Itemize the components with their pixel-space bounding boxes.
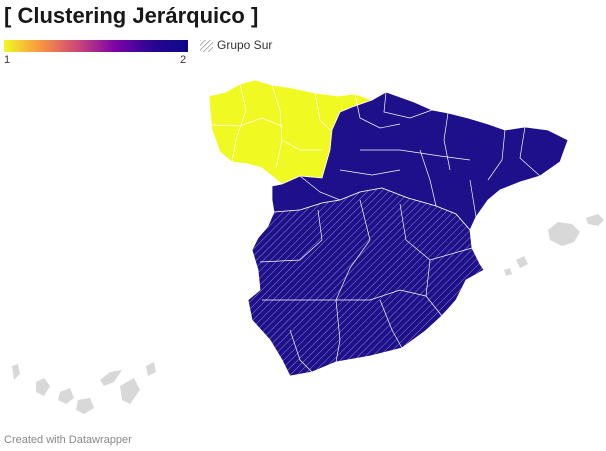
color-legend: 1 2 Grupo Sur (4, 38, 304, 68)
legend-gradient-bar (4, 40, 188, 52)
map-title: [ Clustering Jerárquico ] (4, 3, 259, 28)
province-borders (211, 83, 541, 373)
hatch-legend-label: Grupo Sur (217, 38, 273, 52)
attribution-footer: Created with Datawrapper (4, 434, 132, 446)
balearic-islands (504, 214, 604, 276)
legend-max-label: 2 (180, 54, 187, 66)
hatch-swatch-icon (200, 40, 213, 52)
legend-min-label: 1 (4, 54, 11, 66)
canary-islands (12, 362, 156, 414)
region-grupo-sur-hatched[interactable] (247, 187, 485, 377)
